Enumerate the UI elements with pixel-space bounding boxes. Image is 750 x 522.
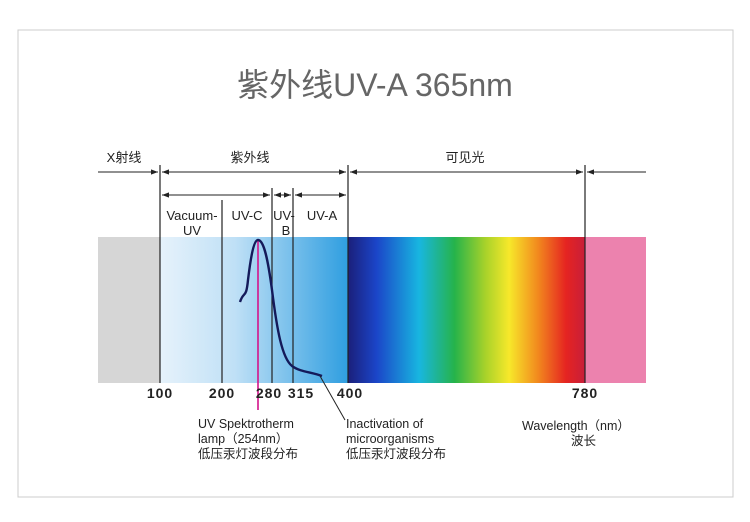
xray-band [98,237,160,383]
frame [17,29,734,498]
title: 紫外线UV-A 365nm [237,67,513,103]
annotation: Inactivation of [346,417,424,431]
uv-band [160,237,348,383]
band-label: UV [183,223,201,238]
tick-label: 400 [337,385,363,401]
tick-label: 280 [256,385,282,401]
band-label: B [282,223,291,238]
annotation: microorganisms [346,432,434,446]
region-label: 紫外线 [230,150,269,165]
band-label: UV- [273,208,295,223]
region-arrows [98,169,646,198]
dividers [159,165,586,383]
visible-band [348,237,585,383]
band-label: Vacuum- [166,208,217,223]
tick-label: 100 [147,385,173,401]
tick-label: 315 [288,385,314,401]
band-label: UV-C [231,208,262,223]
region-label: X射线 [107,150,142,165]
emission-curve [238,238,323,378]
pointer [319,375,346,421]
tick-label: 780 [572,385,598,401]
tick-label: 200 [209,385,235,401]
region-label: 可见光 [445,150,484,165]
annotation: lamp（254nm） [198,432,288,446]
annotation: 低压汞灯波段分布 [198,446,298,461]
band-label: UV-A [307,208,338,223]
ir-band [585,237,646,383]
annotation: 波长 [571,434,597,448]
annotation: Wavelength（nm） [522,419,630,433]
annotation: UV Spektrotherm [198,417,294,431]
annotation: 低压汞灯波段分布 [346,446,446,461]
